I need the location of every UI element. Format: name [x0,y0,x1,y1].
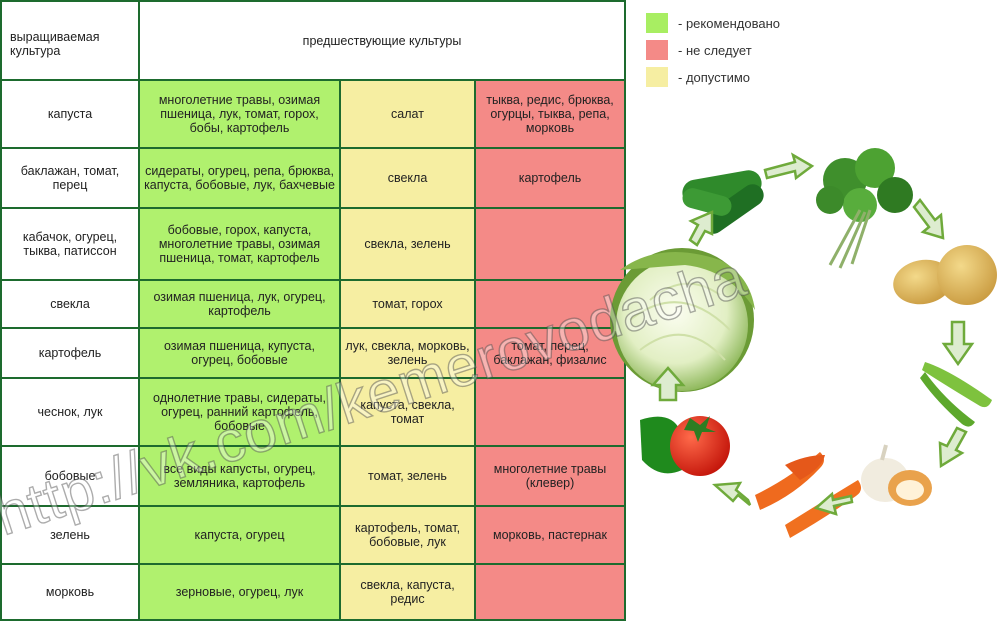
legend-item: - допустимо [646,66,780,88]
legend-label: - рекомендовано [678,15,781,31]
recommended-cell: зерновые, огурец, лук [138,563,341,621]
acceptable-cell: капуста, свекла, томат [339,377,476,447]
legend-label: - допустимо [678,69,751,85]
recommended-cell: многолетние травы, озимая пшеница, лук, … [138,79,341,149]
recommended-cell: капуста, огурец [138,505,341,565]
legend-swatch-recommended [646,13,668,33]
table-row: зелень капуста, огурец картофель, томат,… [0,505,626,565]
legend-item: - рекомендовано [646,12,780,34]
pea-pod-icon [920,362,992,427]
crop-cell: капуста [0,79,140,149]
acceptable-cell: свекла, зелень [339,207,476,281]
recommended-cell: сидераты, огурец, репа, брюква, капуста,… [138,147,341,209]
acceptable-cell: томат, горох [339,279,476,329]
not-recommended-cell: томат, перец, баклажан, физалис [474,327,626,379]
crop-rotation-table: выращиваемая культура предшествующие кул… [0,0,626,621]
not-recommended-cell: морковь, пастернак [474,505,626,565]
recommended-cell: озимая пшеница, купуста, огурец, бобовые [138,327,341,379]
crop-rotation-cycle-illustration [610,148,997,538]
not-recommended-cell [474,207,626,281]
not-recommended-cell: тыква, редис, брюква, огурцы, тыква, реп… [474,79,626,149]
acceptable-cell: свекла, капуста, редис [339,563,476,621]
acceptable-cell: салат [339,79,476,149]
carrot-icon [755,452,862,538]
not-recommended-cell: картофель [474,147,626,209]
legend-item: - не следует [646,39,780,61]
table-row: картофель озимая пшеница, купуста, огуре… [0,327,626,379]
not-recommended-cell [474,279,626,329]
legend-swatch-not-recommended [646,40,668,60]
tomato-pepper-icon [640,416,730,476]
crop-cell: чеснок, лук [0,377,140,447]
cucumber-icon [682,170,764,234]
crop-cell: зелень [0,505,140,565]
crop-cell: морковь [0,563,140,621]
recommended-cell: однолетние травы, сидераты, огурец, ранн… [138,377,341,447]
recommended-cell: все виды капусты, огурец, земляника, кар… [138,445,341,507]
legend: - рекомендовано - не следует - допустимо [646,12,780,93]
table-row: морковь зерновые, огурец, лук свекла, ка… [0,563,626,621]
table-row: капуста многолетние травы, озимая пшениц… [0,79,626,149]
header-previous-crops: предшествующие культуры [138,0,626,81]
table-row: свекла озимая пшеница, лук, огурец, карт… [0,279,626,329]
legend-swatch-acceptable [646,67,668,87]
cabbage-icon [610,248,755,392]
crop-cell: бобовые [0,445,140,507]
not-recommended-cell [474,377,626,447]
crop-cell: кабачок, огурец, тыква, патиссон [0,207,140,281]
acceptable-cell: картофель, томат, бобовые, лук [339,505,476,565]
acceptable-cell: лук, свекла, морковь, зелень [339,327,476,379]
header-crop: выращиваемая культура [0,0,140,81]
crop-cell: картофель [0,327,140,379]
crop-cell: свекла [0,279,140,329]
table-row: чеснок, лук однолетние травы, сидераты, … [0,377,626,447]
table-row: бобовые все виды капусты, огурец, землян… [0,445,626,507]
arrow-icon [650,152,975,516]
greens-icon [816,148,913,269]
not-recommended-cell [474,563,626,621]
potato-icon [893,245,997,305]
table-row: баклажан, томат, перец сидераты, огурец,… [0,147,626,209]
crop-cell: баклажан, томат, перец [0,147,140,209]
recommended-cell: озимая пшеница, лук, огурец, картофель [138,279,341,329]
acceptable-cell: свекла [339,147,476,209]
legend-label: - не следует [678,42,752,58]
garlic-onion-icon [861,444,932,506]
recommended-cell: бобовые, горох, капуста, многолетние тра… [138,207,341,281]
acceptable-cell: томат, зелень [339,445,476,507]
not-recommended-cell: многолетние травы (клевер) [474,445,626,507]
table-row: кабачок, огурец, тыква, патиссон бобовые… [0,207,626,281]
